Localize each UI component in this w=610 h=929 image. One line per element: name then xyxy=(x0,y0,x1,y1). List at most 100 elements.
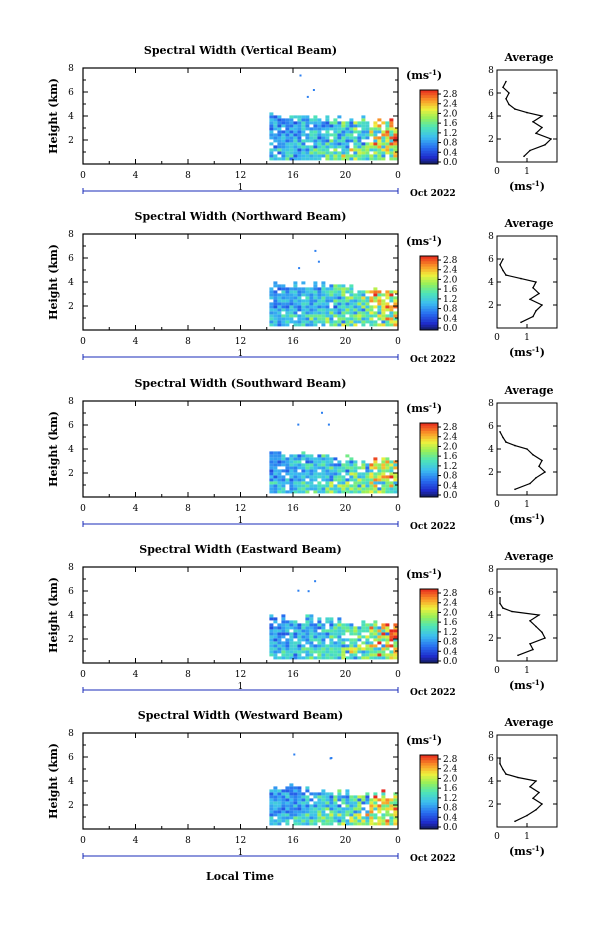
heatmap-cell xyxy=(305,460,310,464)
heatmap-cell xyxy=(297,789,302,793)
heatmap-cell xyxy=(389,124,394,128)
heatmap-cell xyxy=(281,475,286,479)
colorbar-swatch xyxy=(420,279,438,283)
heatmap-cell xyxy=(309,656,314,660)
heatmap-cell xyxy=(373,638,378,642)
heatmap-cell xyxy=(313,302,318,306)
heatmap-cell xyxy=(353,816,358,820)
heatmap-cell xyxy=(345,789,350,793)
average-profile-point xyxy=(526,111,528,114)
colorbar-swatch xyxy=(420,303,438,307)
heatmap-cell xyxy=(269,287,274,291)
heatmap-cell xyxy=(273,451,278,455)
heatmap-cell xyxy=(345,460,350,464)
heatmap-cell xyxy=(365,629,370,633)
colorbar-swatch xyxy=(420,483,438,487)
heatmap-cell xyxy=(357,656,362,660)
heatmap-cell xyxy=(345,650,350,654)
heatmap-cell xyxy=(345,148,350,152)
heatmap-cell xyxy=(377,157,382,161)
heatmap-cell xyxy=(337,632,342,636)
colorbar-swatch xyxy=(420,124,438,128)
heatmap-cell xyxy=(385,807,390,811)
heatmap-cell xyxy=(337,472,342,476)
heatmap-cell xyxy=(353,632,358,636)
heatmap-cell xyxy=(389,798,394,802)
heatmap-cell xyxy=(305,475,310,479)
heatmap-cell xyxy=(309,323,314,327)
heatmap-cell xyxy=(385,810,390,814)
heatmap-cell xyxy=(293,641,298,645)
heatmap-cell xyxy=(337,484,342,488)
colorbar-swatch xyxy=(420,142,438,146)
heatmap-cell xyxy=(385,635,390,639)
colorbar-swatch xyxy=(420,649,438,653)
heatmap-cell xyxy=(329,157,334,161)
heatmap-cell xyxy=(297,798,302,802)
average-x-tick-label: 0 xyxy=(494,666,500,676)
heatmap-cell xyxy=(313,647,318,651)
heatmap-cell xyxy=(309,121,314,125)
heatmap-cell xyxy=(353,121,358,125)
heatmap-cell xyxy=(289,653,294,657)
heatmap-cell xyxy=(309,314,314,318)
x-axis-label: Local Time xyxy=(206,870,274,883)
heatmap-cell xyxy=(341,626,346,630)
heatmap-cell xyxy=(389,819,394,823)
heatmap-cell xyxy=(337,136,342,140)
heatmap-cell xyxy=(297,157,302,161)
heatmap-cell xyxy=(273,801,278,805)
heatmap-cell xyxy=(273,454,278,458)
average-profile-point xyxy=(502,768,504,771)
heatmap-cell xyxy=(333,133,338,137)
heatmap-cell xyxy=(309,148,314,152)
heatmap-cell xyxy=(277,807,282,811)
colorbar-swatch xyxy=(420,641,438,645)
heatmap-cell xyxy=(333,629,338,633)
heatmap-cell xyxy=(345,656,350,660)
heatmap-cell xyxy=(309,792,314,796)
average-profile-point xyxy=(526,814,528,817)
heatmap-cell xyxy=(337,142,342,146)
heatmap-cell xyxy=(297,124,302,128)
heatmap-cell xyxy=(309,320,314,324)
heatmap-cell xyxy=(273,154,278,158)
average-profile-point xyxy=(535,281,537,283)
heatmap-cell xyxy=(301,317,306,321)
heatmap-cell xyxy=(377,124,382,128)
heatmap-cell xyxy=(289,148,294,152)
heatmap-cell xyxy=(297,136,302,140)
heatmap-cell xyxy=(277,454,282,458)
heatmap-cell xyxy=(345,133,350,137)
heatmap-cell xyxy=(277,130,282,134)
heatmap-cell xyxy=(277,816,282,820)
heatmap-cell xyxy=(309,626,314,630)
heatmap-cell xyxy=(329,807,334,811)
heatmap-cell xyxy=(269,795,274,799)
heatmap-cell xyxy=(269,487,274,491)
heatmap-cell xyxy=(357,145,362,149)
heatmap-cell xyxy=(361,490,366,494)
heatmap-cell xyxy=(373,305,378,309)
heatmap-cell xyxy=(297,121,302,125)
heatmap-cell xyxy=(301,647,306,651)
heatmap-cell xyxy=(277,145,282,149)
heatmap-cell xyxy=(377,822,382,826)
heatmap-cell xyxy=(393,148,398,152)
heatmap-cell xyxy=(317,302,322,306)
heatmap-cell xyxy=(393,807,398,811)
heatmap-cell xyxy=(381,466,386,470)
heatmap-cell xyxy=(377,635,382,639)
heatmap-cell xyxy=(385,121,390,125)
heatmap-cell xyxy=(337,623,342,627)
colorbar-swatch xyxy=(420,610,438,614)
heatmap-cell xyxy=(307,590,310,593)
heatmap-cell xyxy=(297,481,302,485)
average-profile-point xyxy=(529,298,531,301)
heatmap-cell xyxy=(381,650,386,654)
colorbar-swatch xyxy=(420,465,438,469)
heatmap-cell xyxy=(293,305,298,309)
heatmap-cell xyxy=(313,487,318,491)
heatmap-cell xyxy=(269,317,274,321)
colorbar-tick-label: 0.4 xyxy=(443,481,458,491)
